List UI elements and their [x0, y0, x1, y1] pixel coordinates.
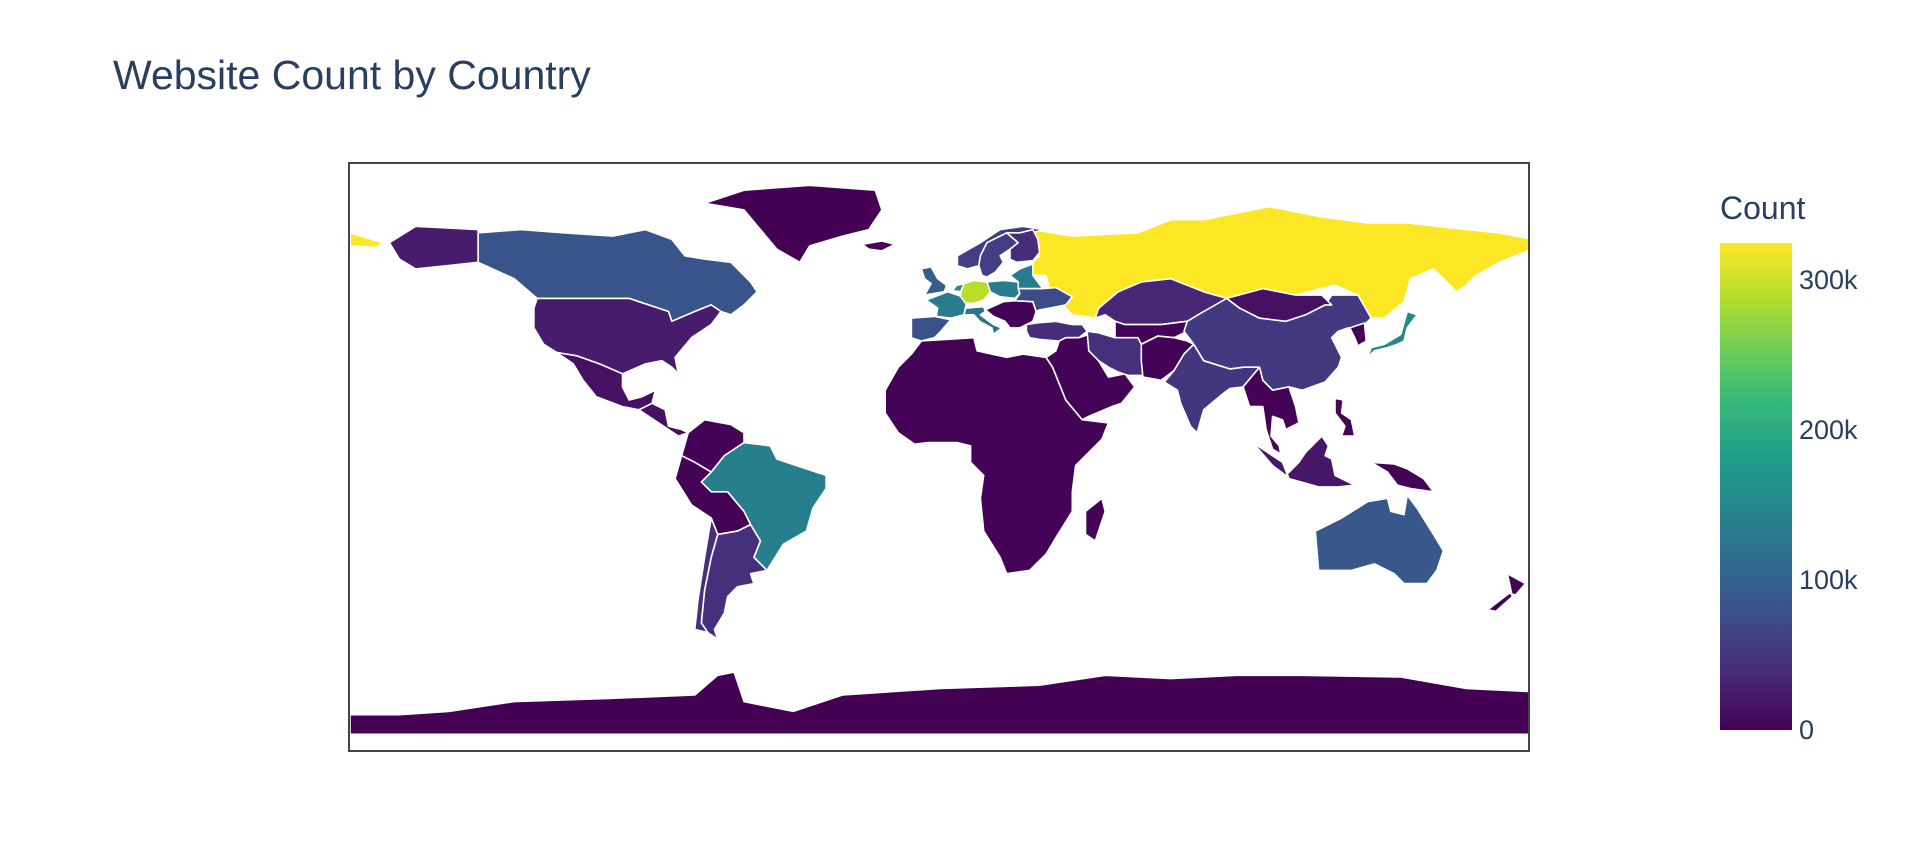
world-map[interactable]: [350, 164, 1530, 752]
country-antarctica[interactable]: [350, 671, 1530, 736]
country-alaska[interactable]: [388, 225, 479, 270]
colorbar-tick-label: 100k: [1799, 565, 1858, 596]
country-australia[interactable]: [1314, 494, 1445, 585]
colorbar-tick-label: 0: [1799, 715, 1815, 745]
country-sweden[interactable]: [978, 232, 1019, 278]
country-philippines[interactable]: [1334, 397, 1356, 437]
country-se-asia[interactable]: [1242, 366, 1300, 455]
country-france[interactable]: [925, 291, 969, 319]
colorbar: [1720, 243, 1792, 730]
country-finland[interactable]: [1005, 228, 1041, 264]
country-korea[interactable]: [1349, 322, 1367, 347]
country-peru-bolivia[interactable]: [674, 454, 752, 536]
colorbar-title: Count: [1720, 190, 1806, 226]
country-poland[interactable]: [986, 279, 1021, 300]
country-chukotka[interactable]: [350, 232, 384, 249]
country-greenland[interactable]: [703, 184, 883, 264]
country-new-zealand[interactable]: [1486, 572, 1527, 613]
country-africa-others-[interactable]: [884, 336, 1110, 575]
map-plot-area[interactable]: [348, 162, 1530, 752]
country-united-states[interactable]: [533, 297, 722, 375]
country-madagascar[interactable]: [1084, 497, 1106, 542]
chart-title: Website Count by Country: [113, 52, 591, 98]
colorbar-tick-label: 300k: [1799, 265, 1858, 296]
country-japan[interactable]: [1367, 310, 1418, 359]
country-belarus-baltics[interactable]: [1009, 263, 1044, 290]
country-central-america[interactable]: [638, 402, 689, 437]
country-mongolia[interactable]: [1225, 287, 1333, 323]
colorbar-tick-label: 200k: [1799, 415, 1858, 446]
country-mexico[interactable]: [556, 351, 657, 411]
country-italy[interactable]: [963, 305, 1003, 336]
country-middle-east[interactable]: [1045, 333, 1136, 421]
country-germany[interactable]: [959, 279, 992, 305]
country-indonesia[interactable]: [1252, 435, 1356, 488]
country-iceland[interactable]: [861, 240, 896, 252]
country-chile[interactable]: [694, 517, 719, 634]
country-new-guinea[interactable]: [1370, 461, 1435, 493]
country-united-kingdom[interactable]: [920, 266, 948, 296]
country-balkans[interactable]: [984, 299, 1037, 329]
country-spain[interactable]: [910, 315, 952, 342]
